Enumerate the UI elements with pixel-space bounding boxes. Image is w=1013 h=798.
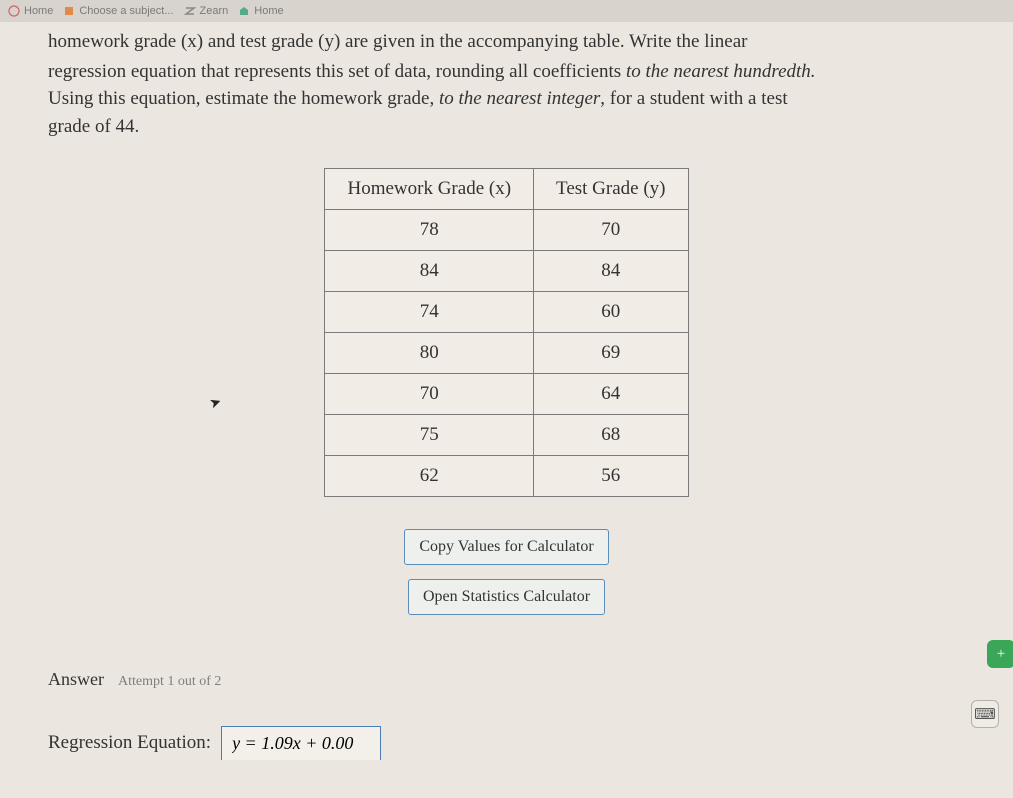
- regression-label: Regression Equation:: [48, 732, 211, 754]
- tab-choose-subject[interactable]: Choose a subject...: [63, 5, 173, 17]
- attempt-text: Attempt 1 out of 2: [118, 674, 221, 690]
- table-row: 6256: [325, 456, 688, 497]
- globe-icon: [8, 5, 20, 17]
- tab-label: Choose a subject...: [79, 5, 173, 17]
- browser-tab-row: Home Choose a subject... Zearn Home: [0, 0, 1013, 22]
- cell-x: 80: [325, 333, 534, 374]
- cell-x: 70: [325, 374, 534, 415]
- cell-x: 74: [325, 292, 534, 333]
- question-line: regression equation that represents this…: [48, 61, 626, 82]
- zoom-in-button[interactable]: +: [987, 640, 1013, 668]
- cell-y: 84: [534, 251, 688, 292]
- cell-x: 75: [325, 415, 534, 456]
- tab-label: Zearn: [200, 5, 229, 17]
- cell-x: 84: [325, 251, 534, 292]
- question-line: homework grade (x) and test grade (y) ar…: [48, 31, 748, 52]
- question-emph: to the nearest integer: [439, 88, 600, 109]
- book-icon: [63, 5, 75, 17]
- tab-home-1[interactable]: Home: [8, 5, 53, 17]
- cell-y: 56: [534, 456, 688, 497]
- tab-home-2[interactable]: Home: [238, 5, 283, 17]
- table-header-y: Test Grade (y): [534, 169, 688, 210]
- regression-equation-input[interactable]: [221, 726, 381, 760]
- keyboard-button[interactable]: ⌨: [971, 700, 999, 728]
- table-row: 8484: [325, 251, 688, 292]
- question-emph: to the nearest hundredth.: [626, 61, 816, 82]
- question-line: Using this equation, estimate the homewo…: [48, 88, 439, 109]
- tab-label: Home: [24, 5, 53, 17]
- table-row: 7460: [325, 292, 688, 333]
- table-row: 8069: [325, 333, 688, 374]
- question-line: , for a student with a test: [600, 88, 787, 109]
- tab-label: Home: [254, 5, 283, 17]
- zearn-icon: [184, 5, 196, 17]
- cell-y: 68: [534, 415, 688, 456]
- table-row: 7568: [325, 415, 688, 456]
- keyboard-icon: ⌨: [974, 705, 996, 724]
- home-icon: [238, 5, 250, 17]
- plus-icon: +: [997, 646, 1005, 663]
- cell-y: 64: [534, 374, 688, 415]
- table-row: 7064: [325, 374, 688, 415]
- cell-x: 78: [325, 210, 534, 251]
- cell-y: 70: [534, 210, 688, 251]
- question-line: grade of 44.: [48, 116, 139, 137]
- answer-label: Answer: [48, 669, 104, 690]
- cell-y: 69: [534, 333, 688, 374]
- data-table: Homework Grade (x) Test Grade (y) 7870 8…: [324, 168, 688, 497]
- table-row: 7870: [325, 210, 688, 251]
- copy-values-button[interactable]: Copy Values for Calculator: [404, 529, 608, 565]
- open-stats-calc-button[interactable]: Open Statistics Calculator: [408, 579, 605, 615]
- table-header-x: Homework Grade (x): [325, 169, 534, 210]
- tab-zearn[interactable]: Zearn: [184, 5, 229, 17]
- cell-x: 62: [325, 456, 534, 497]
- question-text: homework grade (x) and test grade (y) ar…: [0, 22, 1013, 140]
- cell-y: 60: [534, 292, 688, 333]
